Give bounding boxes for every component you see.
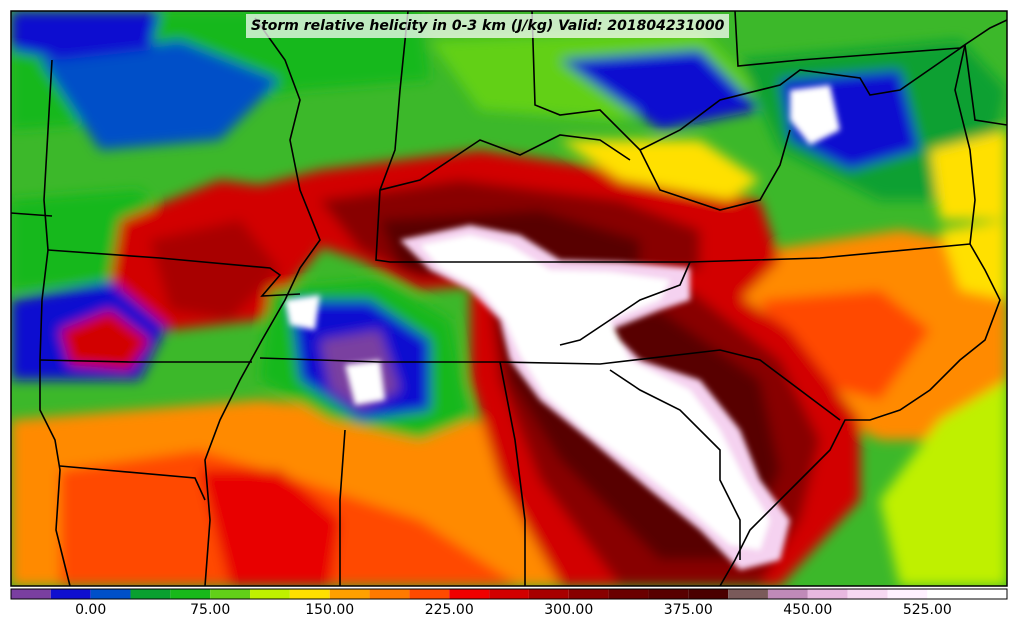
colorbar-bin [767, 589, 808, 599]
colorbar-bin [170, 589, 211, 599]
state-boundary-lines [11, 11, 1007, 586]
colorbar-bin [210, 589, 251, 599]
colorbar-bin [90, 589, 131, 599]
colorbar-bin [568, 589, 609, 599]
colorbar-tick-label: 450.00 [783, 602, 833, 618]
colorbar-bin [688, 589, 729, 599]
colorbar-bin [807, 589, 848, 599]
colorbar-tick-label: 150.00 [305, 602, 355, 618]
colorbar-bin [449, 589, 490, 599]
colorbar-bin [130, 589, 171, 599]
map-frame [10, 10, 1008, 587]
colorbar-bin [250, 589, 290, 599]
colorbar-bin [927, 589, 968, 599]
colorbar-tick-label: 225.00 [424, 602, 474, 618]
colorbar-tick-label: 525.00 [902, 602, 952, 618]
colorbar-bin [489, 589, 529, 599]
colorbar-bin [648, 589, 689, 599]
colorbar-bin [728, 589, 768, 599]
colorbar-bin [369, 589, 410, 599]
colorbar-tick-label: 75.00 [190, 602, 231, 618]
colorbar-tick-label: 300.00 [544, 602, 594, 618]
colorbar-bin [847, 589, 888, 599]
colorbar-bin [887, 589, 928, 599]
colorbar-tick-label: 0.00 [75, 602, 107, 618]
colorbar-bin [409, 589, 450, 599]
colorbar-bin [967, 589, 1007, 599]
colorbar-bin [329, 589, 370, 599]
colorbar [11, 589, 1007, 599]
colorbar-tick-label: 375.00 [663, 602, 713, 618]
helicity-field [11, 11, 1007, 586]
colorbar-bin [50, 589, 91, 599]
colorbar-bin [528, 589, 569, 599]
colorbar-bin [608, 589, 649, 599]
map-title: Storm relative helicity in 0-3 km (J/kg)… [246, 14, 730, 38]
colorbar-bin [289, 589, 330, 599]
colorbar-bin [11, 589, 51, 599]
colorbar-frame [10, 588, 1008, 600]
